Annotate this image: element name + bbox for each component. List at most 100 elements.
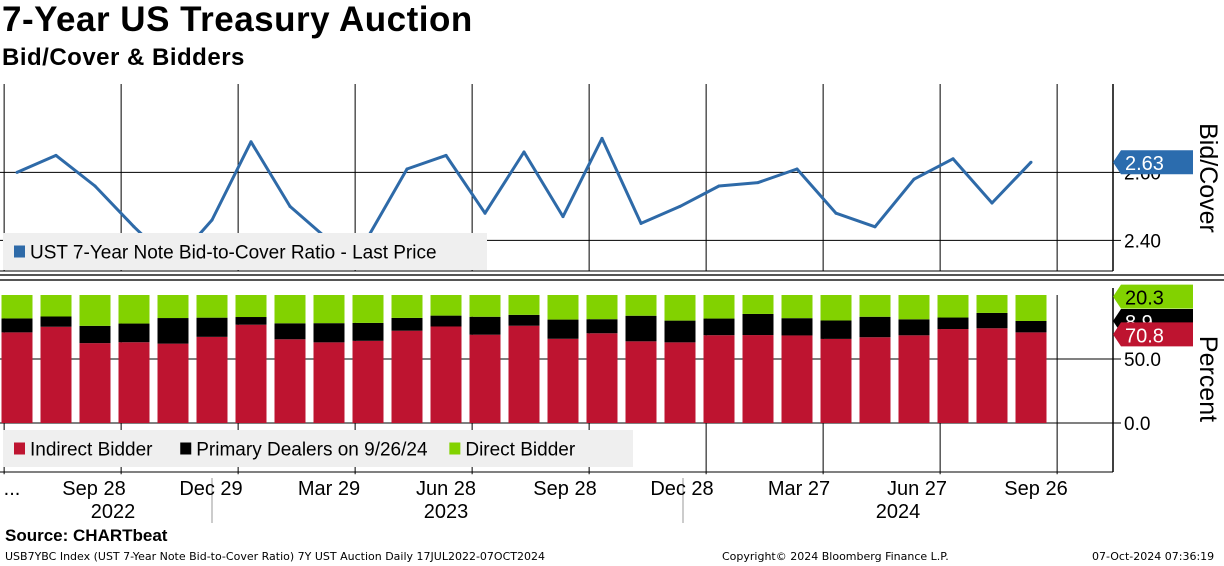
chart-labels: 2.602.4050.00.02.638.920.370.8Bid/CoverP… [3,123,1222,523]
y-tick-label-top: 2.40 [1124,231,1161,252]
bid-cover-point [54,153,58,157]
bid-cover-point [405,167,409,171]
x-tick-label: ... [4,478,21,500]
bid-cover-point [15,170,19,174]
legend-label: Direct Bidder [465,440,575,461]
bar-indirect [313,342,345,423]
bar-direct [40,295,72,317]
chart-subtitle: Bid/Cover & Bidders [2,44,245,71]
bar-indirect [820,338,852,423]
bar-indirect [898,335,930,423]
source-label: Source: CHARTbeat [5,526,168,545]
legend-label: Indirect Bidder [30,440,153,461]
bid-cover-point [873,225,877,229]
x-tick-label: Dec 29 [179,478,242,500]
legend-label: UST 7-Year Note Bid-to-Cover Ratio - Las… [30,243,437,264]
y-axis-title-bottom: Percent [1194,336,1222,422]
bar-dealers [235,317,267,325]
x-tick-label: Mar 29 [298,478,360,500]
bar-direct [391,295,423,318]
bar-direct [274,295,306,324]
bar-indirect [352,340,384,423]
x-tick-label: Jun 27 [887,478,947,500]
bar-indirect [976,328,1008,423]
bar-indirect [937,329,969,423]
bar-direct [508,295,540,315]
bar-indirect [79,343,111,423]
bar-dealers [274,323,306,340]
bar-dealers [547,319,579,339]
bid-cover-point [834,211,838,215]
bar-dealers [586,319,618,334]
bid-cover-point [756,181,760,185]
bar-dealers [40,316,72,327]
footer-timestamp: 07-Oct-2024 07:36:19 [1092,550,1215,563]
bar-dealers [157,318,189,344]
bar-indirect [157,343,189,423]
bar-indirect [1,332,33,423]
bar-direct [742,295,774,314]
bar-indirect [586,333,618,423]
bar-direct [586,295,618,320]
bar-direct [781,295,813,319]
bar-indirect [274,339,306,423]
y-tick-label-bottom: 0.0 [1124,414,1150,435]
bid-cover-point [990,201,994,205]
legend-top: UST 7-Year Note Bid-to-Cover Ratio - Las… [3,233,487,270]
bar-dealers [313,323,345,343]
bid-cover-point [912,177,916,181]
bid-cover-point [132,225,136,229]
legend-swatch [14,245,25,258]
footer-info: USB7YBC Index (UST 7-Year Note Bid-to-Co… [5,550,545,563]
bar-indirect [703,335,735,423]
bar-dealers [976,312,1008,329]
bar-indirect [508,325,540,423]
bar-indirect [235,324,267,423]
legend-bottom: Indirect Bidder Primary Dealers on 9/26/2… [3,430,633,467]
bar-dealers [781,318,813,336]
bar-direct [352,295,384,323]
bar-indirect [664,342,696,423]
bid-cover-point [249,140,253,144]
last-value-tag-bidcover: 2.63 [1113,150,1193,175]
x-tick-label: Sep 28 [62,478,125,500]
panel-separator-bg [0,273,1224,282]
bar-direct [976,295,1008,313]
chart-title: 7-Year US Treasury Auction [2,0,473,39]
x-tick-label: Jun 28 [416,478,476,500]
bar-dealers [664,320,696,343]
bar-direct [859,295,891,317]
last-value-tag-indirect-text: 70.8 [1125,325,1164,347]
bar-indirect [625,341,657,423]
bar-direct [937,295,969,318]
legend-swatch [449,442,461,455]
legend-bottom-bg [3,430,633,467]
bid-cover-point [639,221,643,225]
bar-dealers [898,319,930,336]
last-value-tag-bidcover-shape [1113,150,1193,175]
bar-direct [196,295,228,318]
legend-label: Primary Dealers on 9/26/24 [196,440,428,461]
bar-direct [547,295,579,320]
bar-dealers [1015,320,1047,333]
x-year-label: 2022 [91,501,136,523]
bar-direct [664,295,696,321]
last-value-tag-indirect: 70.8 [1113,322,1193,347]
bar-indirect [430,326,462,423]
bid-cover-point [522,150,526,154]
x-tick-label: Sep 26 [1004,478,1067,500]
footer-copyright: Copyright© 2024 Bloomberg Finance L.P. [722,550,949,563]
x-tick-label: Sep 28 [533,478,596,500]
bar-dealers [820,320,852,339]
y-axis-title-top: Bid/Cover [1194,123,1222,233]
last-value-tag-direct-text: 20.3 [1125,288,1164,310]
bar-dealers [508,314,540,326]
bid-cover-point [93,184,97,188]
bar-direct [625,295,657,316]
bar-indirect [742,335,774,423]
bar-direct [898,295,930,320]
bar-indirect [859,337,891,423]
bar-indirect [1015,332,1047,423]
bar-dealers [742,313,774,336]
bar-dealers [625,315,657,342]
